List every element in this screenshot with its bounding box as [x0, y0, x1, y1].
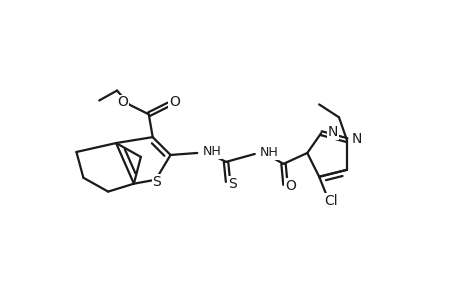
Text: S: S: [228, 177, 237, 191]
Text: O: O: [169, 95, 179, 110]
Text: Cl: Cl: [324, 194, 337, 208]
Text: N: N: [351, 132, 361, 146]
Text: NH: NH: [259, 146, 278, 160]
Text: O: O: [285, 179, 295, 193]
Text: NH: NH: [202, 146, 220, 158]
Text: S: S: [152, 175, 161, 189]
Text: O: O: [118, 95, 128, 110]
Text: N: N: [327, 125, 338, 139]
